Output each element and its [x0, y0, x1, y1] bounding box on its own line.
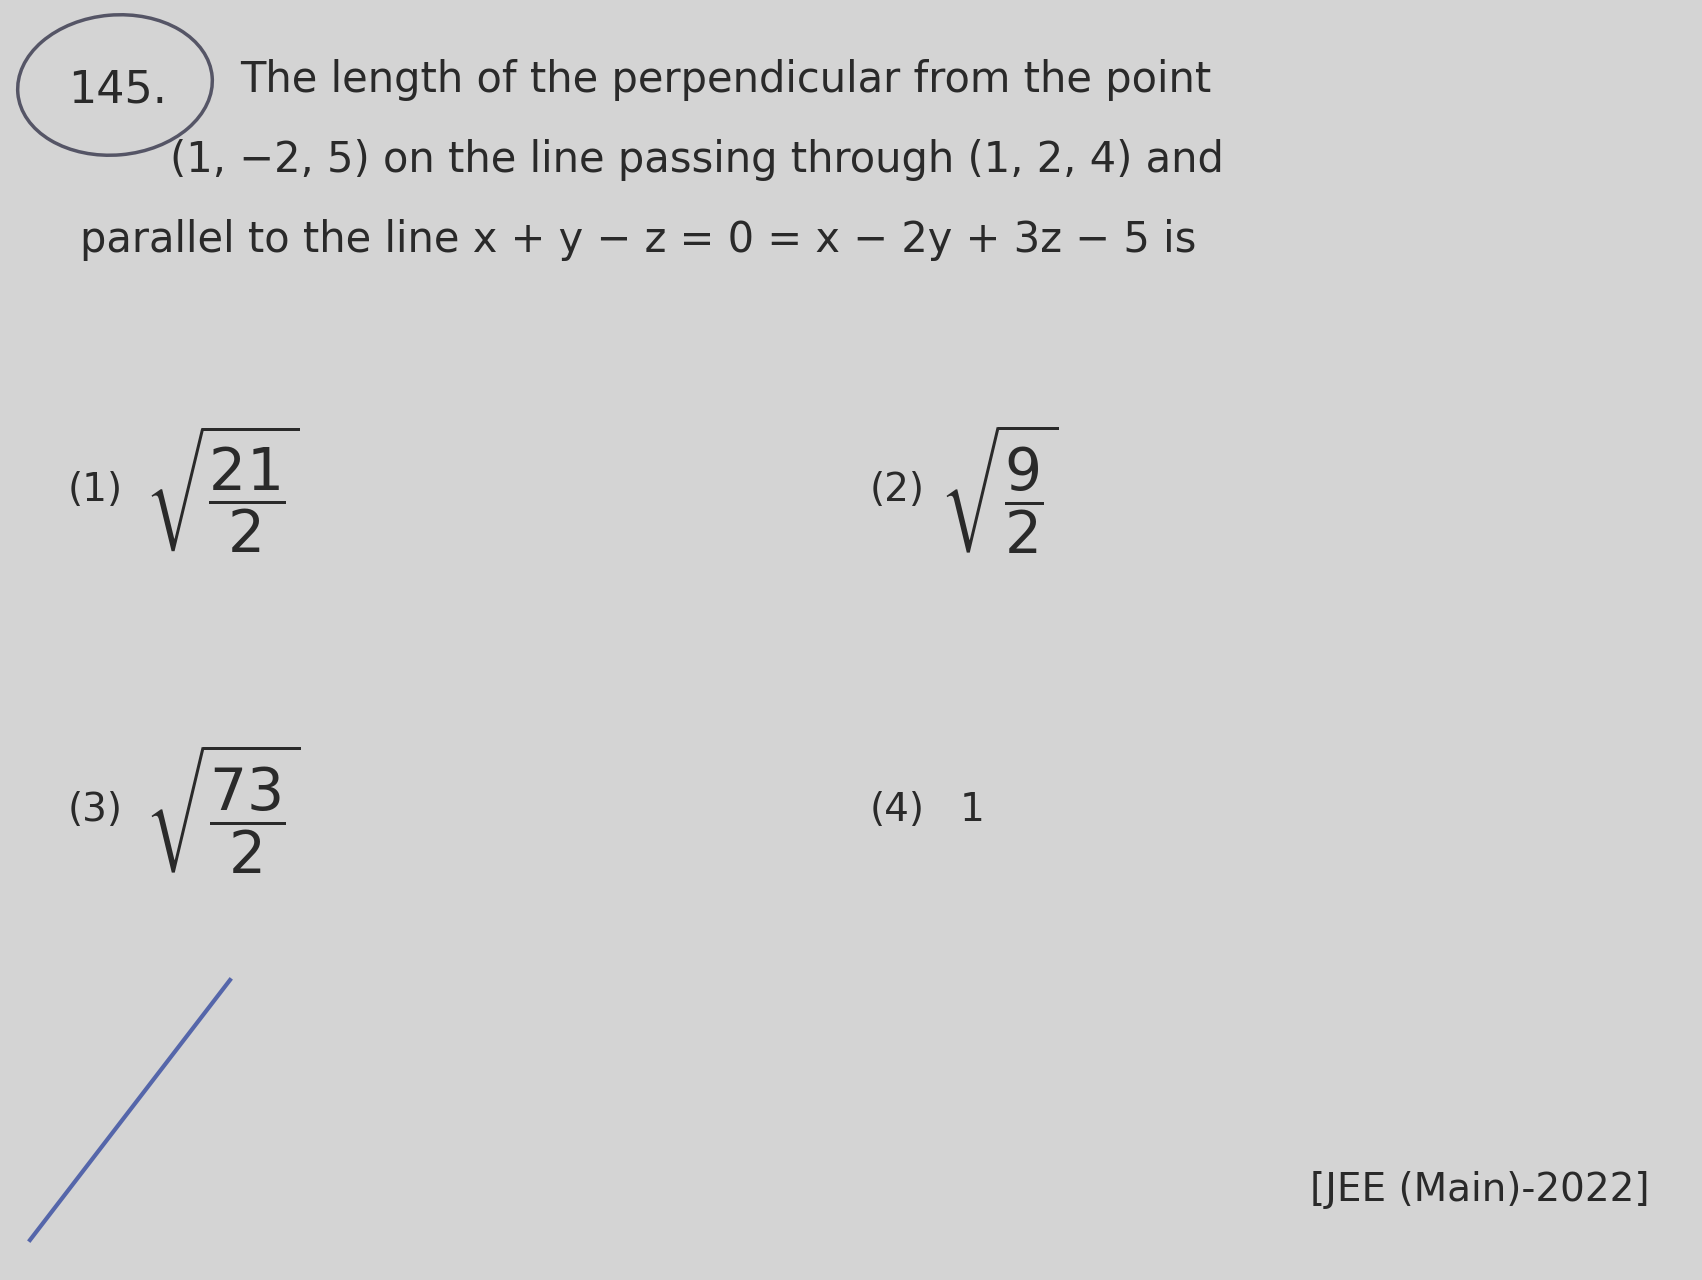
Text: 1: 1	[960, 791, 985, 829]
Text: $\sqrt{\dfrac{73}{2}}$: $\sqrt{\dfrac{73}{2}}$	[145, 742, 300, 877]
Text: (1): (1)	[68, 471, 123, 509]
Text: parallel to the line x + y − z = 0 = x − 2y + 3z − 5 is: parallel to the line x + y − z = 0 = x −…	[80, 219, 1197, 261]
Text: The length of the perpendicular from the point: The length of the perpendicular from the…	[240, 59, 1212, 101]
Text: (2): (2)	[870, 471, 924, 509]
Text: [JEE (Main)-2022]: [JEE (Main)-2022]	[1311, 1171, 1649, 1210]
Text: $\sqrt{\dfrac{21}{2}}$: $\sqrt{\dfrac{21}{2}}$	[145, 424, 300, 556]
Text: $\sqrt{\dfrac{9}{2}}$: $\sqrt{\dfrac{9}{2}}$	[940, 422, 1059, 557]
Text: (1, −2, 5) on the line passing through (1, 2, 4) and: (1, −2, 5) on the line passing through (…	[170, 140, 1224, 180]
Text: (3): (3)	[68, 791, 123, 829]
Text: (4): (4)	[870, 791, 924, 829]
Text: 145.: 145.	[68, 69, 167, 111]
